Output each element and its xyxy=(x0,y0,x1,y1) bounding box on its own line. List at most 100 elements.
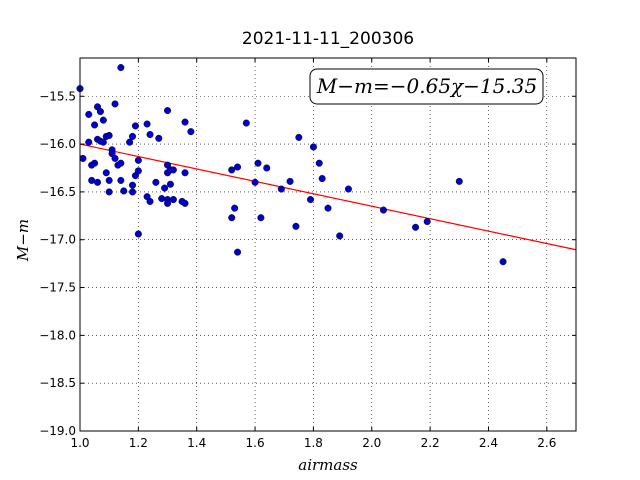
x-tick-label: 2.2 xyxy=(421,436,440,450)
data-point xyxy=(254,159,262,167)
data-point xyxy=(94,178,102,186)
data-point xyxy=(131,122,139,130)
x-tick-label: 1.8 xyxy=(304,436,323,450)
data-point xyxy=(134,230,142,238)
data-point xyxy=(105,188,113,196)
data-point xyxy=(231,204,239,212)
data-point xyxy=(143,120,151,128)
data-point xyxy=(99,138,107,146)
data-point xyxy=(161,184,169,192)
data-point xyxy=(79,154,87,162)
data-point xyxy=(166,180,174,188)
data-point xyxy=(181,118,189,126)
data-point xyxy=(336,232,344,240)
data-point xyxy=(234,163,242,171)
data-points xyxy=(76,64,507,266)
fit-line-group xyxy=(79,143,577,251)
data-point xyxy=(324,204,332,212)
y-tick-label: −16.0 xyxy=(39,137,76,151)
data-point xyxy=(129,188,137,196)
data-point xyxy=(85,110,93,118)
x-tick-label: 2.4 xyxy=(479,436,498,450)
data-point xyxy=(96,108,104,116)
plot-area xyxy=(80,58,576,431)
data-point xyxy=(423,218,431,226)
data-point xyxy=(181,199,189,207)
data-point xyxy=(242,119,250,127)
data-point xyxy=(117,159,125,167)
data-point xyxy=(146,131,154,139)
chart-title: 2021-11-11_200306 xyxy=(242,29,414,49)
data-point xyxy=(164,107,172,115)
data-point xyxy=(105,176,113,184)
data-point xyxy=(88,176,96,184)
data-point xyxy=(295,133,303,141)
y-tick-label: −18.0 xyxy=(39,328,76,342)
data-point xyxy=(292,222,300,230)
data-point xyxy=(234,248,242,256)
data-point xyxy=(99,116,107,124)
data-point xyxy=(117,176,125,184)
data-point xyxy=(129,181,137,189)
fit-annotation-box xyxy=(309,68,544,105)
data-point xyxy=(146,197,154,205)
data-point xyxy=(117,64,125,72)
y-tick-label: −18.5 xyxy=(39,376,76,390)
data-point xyxy=(126,138,134,146)
data-point xyxy=(169,196,177,204)
data-point xyxy=(158,195,166,203)
data-point xyxy=(155,134,163,142)
data-point xyxy=(455,177,463,185)
data-point xyxy=(134,156,142,164)
data-point xyxy=(318,175,326,183)
data-point xyxy=(91,159,99,167)
data-point xyxy=(228,214,236,222)
fit-annotation: M−m=−0.65χ−15.35 xyxy=(309,68,544,105)
data-point xyxy=(111,154,119,162)
data-point xyxy=(91,121,99,129)
data-point xyxy=(257,214,265,222)
plot-frame xyxy=(79,57,577,432)
y-tick-label: −17.0 xyxy=(39,233,76,247)
data-point xyxy=(263,164,271,172)
data-point xyxy=(379,206,387,214)
x-tick-label: 1.6 xyxy=(246,436,265,450)
data-point xyxy=(102,169,110,177)
data-point xyxy=(134,167,142,175)
data-point xyxy=(277,185,285,193)
x-tick-label: 1.0 xyxy=(70,436,89,450)
data-point xyxy=(228,166,236,174)
data-point xyxy=(286,177,294,185)
data-point xyxy=(85,138,93,146)
x-tick-label: 2.6 xyxy=(537,436,556,450)
data-point xyxy=(169,166,177,174)
data-point xyxy=(306,196,314,204)
y-tick-label: −16.5 xyxy=(39,185,76,199)
data-point xyxy=(344,185,352,193)
data-point xyxy=(105,131,113,139)
data-point xyxy=(129,132,137,140)
data-point xyxy=(164,199,172,207)
y-axis-label: M−m xyxy=(14,219,32,262)
fit-equation: M−m=−0.65χ−15.35 xyxy=(316,74,537,98)
data-point xyxy=(181,169,189,177)
data-point xyxy=(251,178,259,186)
x-tick-label: 1.4 xyxy=(187,436,206,450)
x-tick-label: 1.2 xyxy=(129,436,148,450)
data-point xyxy=(187,128,195,136)
data-point xyxy=(412,223,420,231)
y-tick-label: −17.5 xyxy=(39,281,76,295)
data-point xyxy=(120,187,128,195)
y-tick-label: −19.0 xyxy=(39,424,76,438)
data-point xyxy=(111,100,119,108)
axis-ticks: 1.0 1.2 1.4 1.6 1.8 2.0 2.2 2.4 2.6 −15.5 −16.0 −16… xyxy=(39,58,576,450)
y-tick-label: −15.5 xyxy=(39,89,76,103)
x-tick-label: 2.0 xyxy=(362,436,381,450)
fit-line xyxy=(79,143,577,251)
x-axis-label: airmass xyxy=(298,456,358,474)
data-point xyxy=(499,258,507,266)
data-point xyxy=(309,143,317,151)
data-point xyxy=(152,178,160,186)
data-point xyxy=(315,159,323,167)
